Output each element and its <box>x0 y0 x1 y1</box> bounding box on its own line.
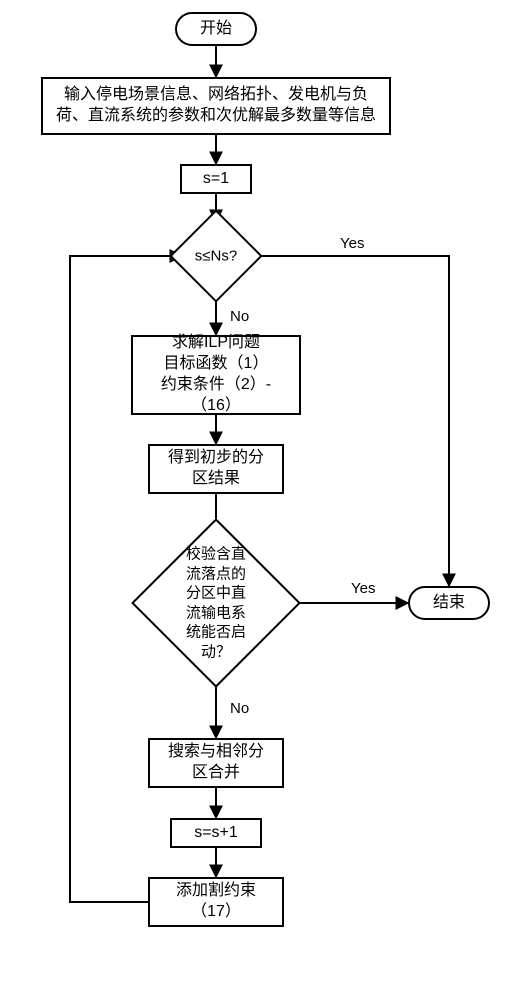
node-label: 结束 <box>433 593 465 614</box>
node-label: s=s+1 <box>194 823 238 844</box>
node-label: 添加割约束 （17） <box>176 881 256 923</box>
flow-node-start: 开始 <box>175 12 257 46</box>
node-label: 搜索与相邻分 区合并 <box>168 742 264 784</box>
node-label: 开始 <box>200 19 232 40</box>
flow-node-cut: 添加割约束 （17） <box>148 877 284 927</box>
flow-node-end: 结束 <box>408 586 490 620</box>
edge-label: No <box>230 700 249 717</box>
edge-label: No <box>230 308 249 325</box>
flow-node-prelim: 得到初步的分 区结果 <box>148 444 284 494</box>
flow-node-ilp: 求解ILP问题 目标函数（1） 约束条件（2）-（16） <box>131 335 301 415</box>
node-label: s=1 <box>203 169 229 190</box>
flow-node-s1: s=1 <box>180 164 252 194</box>
edge-label: Yes <box>340 235 364 252</box>
flow-node-sinc: s=s+1 <box>170 818 262 848</box>
node-label: 得到初步的分 区结果 <box>168 448 264 490</box>
flow-node-cond2: 校验含直流落点的分区中直 流输电系统能否启动？ <box>156 543 276 663</box>
node-label: 求解ILP问题 目标函数（1） 约束条件（2）-（16） <box>141 333 291 416</box>
flow-node-search: 搜索与相邻分 区合并 <box>148 738 284 788</box>
edge-label: Yes <box>351 580 375 597</box>
flow-node-cond1: s≤Ns? <box>183 223 249 289</box>
node-label: 输入停电场景信息、网络拓扑、发电机与负 荷、直流系统的参数和次优解最多数量等信息 <box>56 85 376 127</box>
flow-node-input: 输入停电场景信息、网络拓扑、发电机与负 荷、直流系统的参数和次优解最多数量等信息 <box>41 77 391 135</box>
node-label: 校验含直流落点的分区中直 流输电系统能否启动？ <box>186 545 246 662</box>
flow-edge-cond1-end <box>250 256 449 586</box>
node-label: s≤Ns? <box>195 246 237 266</box>
